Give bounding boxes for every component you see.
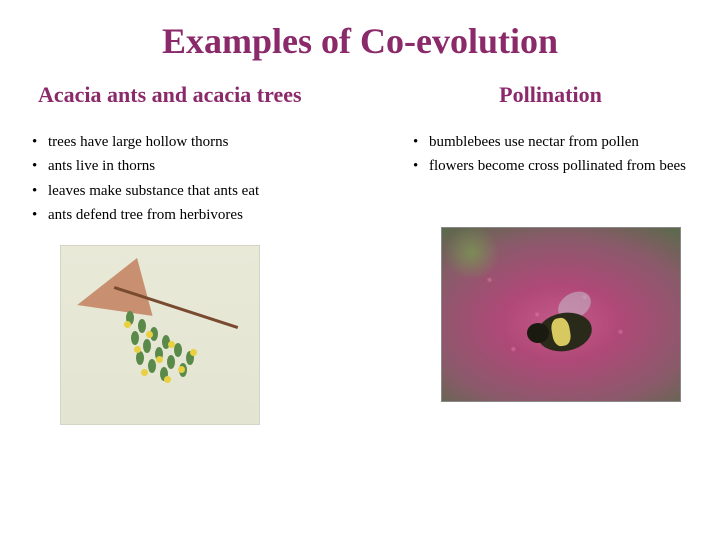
acacia-illustration	[60, 245, 260, 425]
two-column-layout: Acacia ants and acacia trees trees have …	[30, 82, 690, 425]
list-item: ants defend tree from herbivores	[30, 205, 371, 225]
list-item: bumblebees use nectar from pollen	[411, 132, 690, 152]
left-bullet-list: trees have large hollow thorns ants live…	[30, 132, 371, 225]
right-subtitle: Pollination	[411, 82, 690, 108]
right-image-container	[411, 227, 690, 402]
list-item: ants live in thorns	[30, 156, 371, 176]
right-bullet-list: bumblebees use nectar from pollen flower…	[411, 132, 690, 177]
left-column: Acacia ants and acacia trees trees have …	[30, 82, 371, 425]
slide-title: Examples of Co-evolution	[30, 20, 690, 62]
bumblebee-photo	[441, 227, 681, 402]
left-subtitle: Acacia ants and acacia trees	[30, 82, 371, 108]
left-image-container	[30, 245, 371, 425]
list-item: flowers become cross pollinated from bee…	[411, 156, 690, 176]
list-item: trees have large hollow thorns	[30, 132, 371, 152]
right-column: Pollination bumblebees use nectar from p…	[411, 82, 690, 425]
list-item: leaves make substance that ants eat	[30, 181, 371, 201]
